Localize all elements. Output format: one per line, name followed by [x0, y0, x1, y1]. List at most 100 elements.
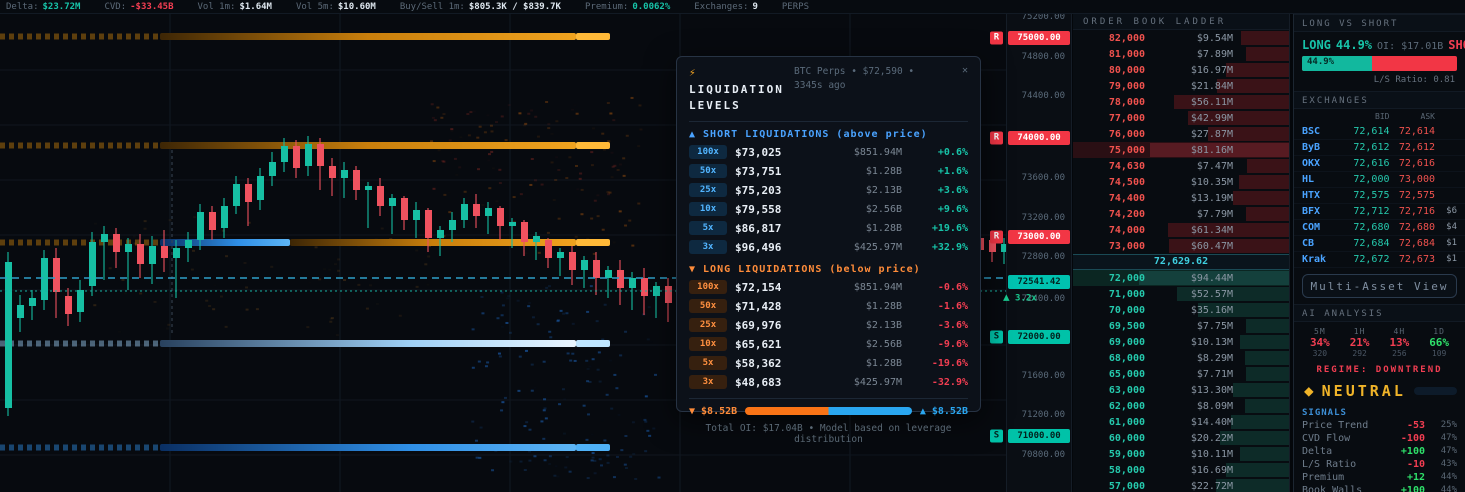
- bid-row[interactable]: 72,000 $94.44M: [1073, 270, 1289, 286]
- liq-size: $1.28B: [865, 357, 902, 369]
- ask-row[interactable]: 82,000 $9.54M: [1073, 30, 1289, 46]
- level-price: 72,000: [1108, 272, 1145, 284]
- bid-row[interactable]: 63,000 $13.30M: [1073, 382, 1289, 398]
- ex-x: $1: [1446, 254, 1457, 264]
- level-size: $10.11M: [1190, 448, 1233, 460]
- signal-row: Book Walls +100 44%: [1294, 484, 1465, 492]
- ask-row[interactable]: 74,630 $7.47M: [1073, 158, 1289, 174]
- ask-row[interactable]: 74,500 $10.35M: [1073, 174, 1289, 190]
- support-price-chip[interactable]: 72000.00: [1008, 330, 1070, 344]
- bid-row[interactable]: 69,500 $7.75M: [1073, 318, 1289, 334]
- current-price-chip[interactable]: 72541.42: [1008, 275, 1070, 289]
- leverage-chip: 5x: [689, 356, 727, 370]
- timeframe-pct: 21%: [1349, 336, 1370, 349]
- leverage-chip: 100x: [689, 280, 727, 294]
- exchange-row[interactable]: ByB 72,612 72,612: [1294, 140, 1465, 156]
- axis-price-label: 71600.00: [1021, 371, 1065, 381]
- signal-value: -10: [1406, 459, 1425, 470]
- level-price: 58,000: [1108, 464, 1145, 476]
- bid-row[interactable]: 60,000 $20.22M: [1073, 430, 1289, 446]
- ask-row[interactable]: 73,000 $60.47M: [1073, 238, 1289, 254]
- topbar-stat: Exchanges: 9: [694, 2, 758, 12]
- bid-row[interactable]: 57,000 $22.72M: [1073, 478, 1289, 492]
- exchange-row[interactable]: BFX 72,712 72,716 $6: [1294, 204, 1465, 220]
- level-price: 63,000: [1108, 384, 1145, 396]
- ask-row[interactable]: 77,000 $42.99M: [1073, 110, 1289, 126]
- bid-row[interactable]: 59,000 $10.11M: [1073, 446, 1289, 462]
- level-size: $56.11M: [1190, 96, 1233, 108]
- depth-bar: [1217, 79, 1289, 93]
- ask-row[interactable]: 74,200 $7.79M: [1073, 206, 1289, 222]
- axis-price-label: 75200.00: [1021, 12, 1065, 22]
- exchange-row[interactable]: HTX 72,575 72,575: [1294, 188, 1465, 204]
- exchange-row[interactable]: HL 72,000 73,000: [1294, 172, 1465, 188]
- exchange-row[interactable]: Krak 72,672 72,673 $1: [1294, 252, 1465, 268]
- exchange-row[interactable]: BSC 72,614 72,614: [1294, 124, 1465, 140]
- signal-name: Premium: [1302, 472, 1345, 483]
- ex-name: ByB: [1302, 142, 1321, 153]
- liquidation-row: 25x $69,976 $2.13B -3.6%: [689, 316, 968, 335]
- depth-bar: [1177, 287, 1289, 301]
- long-short-bar: 44.9%: [1302, 56, 1457, 71]
- bid-row[interactable]: 71,000 $52.57M: [1073, 286, 1289, 302]
- resistance-price-chip[interactable]: 73000.00: [1008, 230, 1070, 244]
- bid-row[interactable]: 69,000 $10.13M: [1073, 334, 1289, 350]
- bid-row[interactable]: 65,000 $7.71M: [1073, 366, 1289, 382]
- timeframe-cell: 4H 13% 256: [1380, 327, 1420, 358]
- bid-row[interactable]: 68,000 $8.29M: [1073, 350, 1289, 366]
- ask-row[interactable]: 80,000 $16.97M: [1073, 62, 1289, 78]
- ask-row[interactable]: 79,000 $21.84M: [1073, 78, 1289, 94]
- ex-x: [1435, 190, 1457, 201]
- stat-label: Vol 1m:: [197, 1, 236, 12]
- spread-price: 72,629.62: [1073, 254, 1289, 270]
- signal-weight: 43%: [1440, 459, 1457, 469]
- ask-row[interactable]: 76,000 $27.87M: [1073, 126, 1289, 142]
- resistance-price-chip[interactable]: 74000.00: [1008, 131, 1070, 145]
- topbar-stat: Buy/Sell 1m: $805.3K / $839.7K: [400, 2, 561, 12]
- short-liquidations-title: ▲ SHORT LIQUIDATIONS (above price): [689, 128, 928, 140]
- liq-distance-pct: -3.6%: [937, 319, 968, 331]
- liq-distance-pct: -9.6%: [937, 338, 968, 350]
- exchange-row[interactable]: CB 72,684 72,684 $1: [1294, 236, 1465, 252]
- depth-bar: [1139, 271, 1289, 285]
- stat-label: Buy/Sell 1m:: [399, 1, 465, 12]
- level-size: $7.89M: [1196, 48, 1233, 60]
- liq-distance-pct: -0.6%: [937, 281, 968, 293]
- depth-bar: [1240, 447, 1289, 461]
- exchange-row[interactable]: OKX 72,616 72,616: [1294, 156, 1465, 172]
- multi-asset-view-button[interactable]: Multi-Asset View: [1302, 274, 1457, 298]
- support-price-chip[interactable]: 71000.00: [1008, 429, 1070, 443]
- ask-row[interactable]: 78,000 $56.11M: [1073, 94, 1289, 110]
- exchange-row[interactable]: COM 72,680 72,680 $4: [1294, 220, 1465, 236]
- price-axis[interactable]: 75200.00 75000.00 R 74800.00 74400.00 74000.0…: [990, 12, 1072, 492]
- stat-value: $23.72M: [42, 1, 81, 12]
- ask-row[interactable]: 75,000 $81.16M: [1073, 142, 1289, 158]
- ex-ask: 72,575: [1398, 190, 1435, 201]
- timeframe-label: 5M: [1314, 327, 1326, 336]
- price-lines: [0, 150, 1006, 334]
- ex-bid: 72,575: [1353, 190, 1390, 201]
- liq-size: $851.94M: [853, 146, 902, 158]
- level-price: 69,500: [1108, 320, 1145, 332]
- ask-row[interactable]: 74,400 $13.19M: [1073, 190, 1289, 206]
- long-liquidations-list: 100x $72,154 $851.94M -0.6% 50x $71,428 $1.28B…: [689, 278, 968, 392]
- level-price: 68,000: [1108, 352, 1145, 364]
- level-price: 70,000: [1108, 304, 1145, 316]
- bid-row[interactable]: 61,000 $14.40M: [1073, 414, 1289, 430]
- bid-row[interactable]: 62,000 $8.09M: [1073, 398, 1289, 414]
- bid-row[interactable]: 70,000 $35.16M: [1073, 302, 1289, 318]
- level-price: 73,000: [1108, 240, 1145, 252]
- ex-x: [1435, 142, 1457, 153]
- stat-value: $10.60M: [337, 1, 376, 12]
- level-size: $7.71M: [1196, 368, 1233, 380]
- ask-row[interactable]: 74,000 $61.34M: [1073, 222, 1289, 238]
- ask-row[interactable]: 81,000 $7.89M: [1073, 46, 1289, 62]
- ex-bid: 72,672: [1353, 254, 1390, 265]
- resistance-price-chip[interactable]: 75000.00: [1008, 31, 1070, 45]
- close-icon[interactable]: ✕: [961, 65, 968, 76]
- level-size: $61.34M: [1190, 224, 1233, 236]
- bid-row[interactable]: 58,000 $16.69M: [1073, 462, 1289, 478]
- level-size: $27.87M: [1190, 128, 1233, 140]
- level-price: 61,000: [1108, 416, 1145, 428]
- depth-bar: [1169, 239, 1289, 253]
